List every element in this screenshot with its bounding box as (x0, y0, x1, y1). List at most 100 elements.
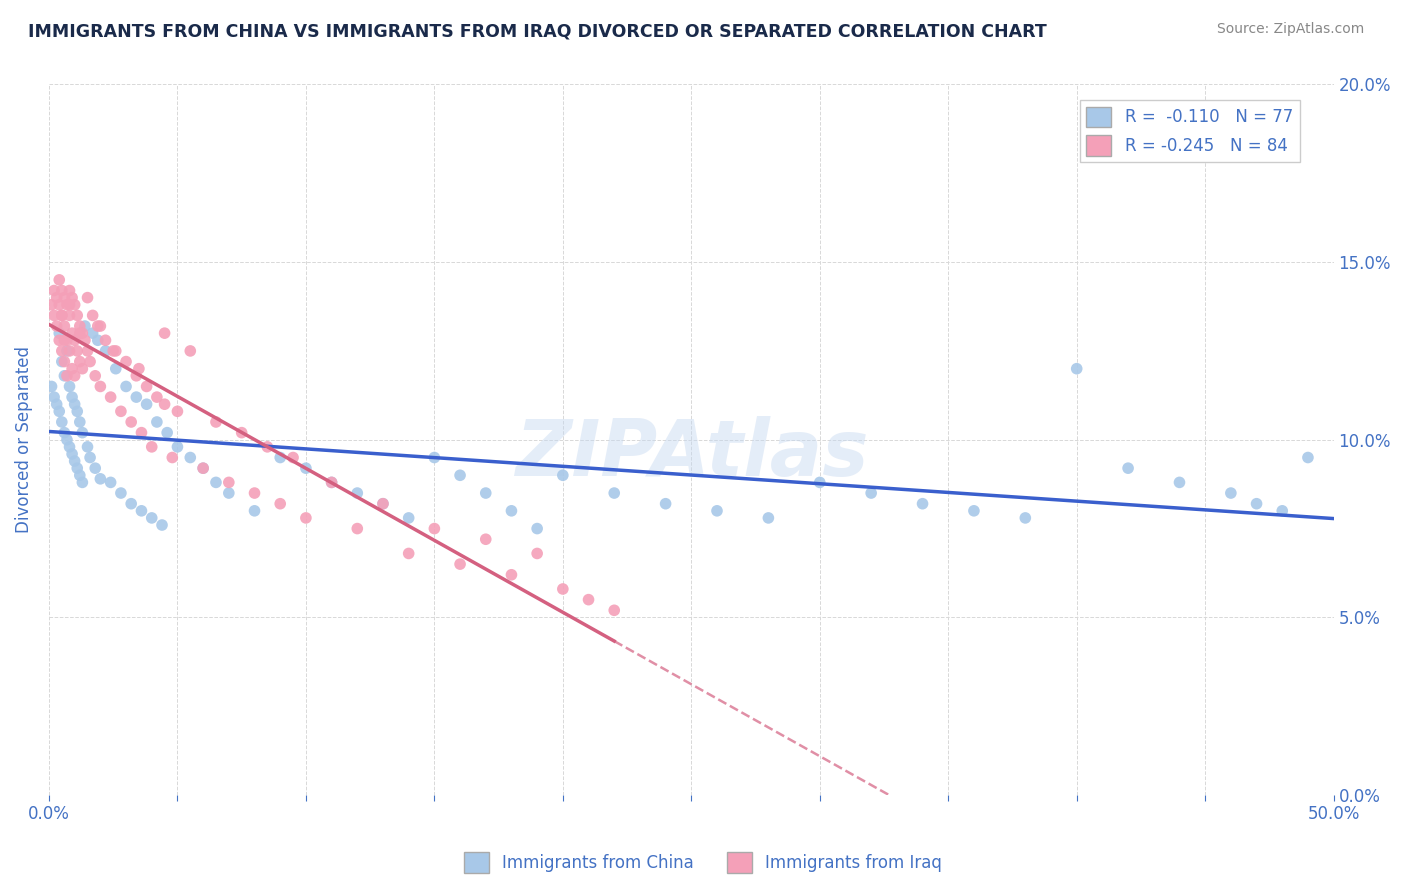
Point (243, 504, 266, 518)
Point (191, 461, 214, 475)
Point (63, 333, 86, 347)
Point (135, 397, 157, 411)
Point (45, 397, 67, 411)
Point (128, 361, 150, 376)
Point (269, 450, 291, 465)
Point (179, 450, 201, 465)
Point (156, 425, 179, 440)
Point (115, 354, 138, 368)
Point (146, 415, 169, 429)
Point (76, 291, 98, 305)
Point (706, 504, 728, 518)
Point (153, 326, 176, 340)
Point (603, 603, 626, 617)
Point (42, 390, 65, 404)
Point (72, 425, 94, 440)
Point (63, 397, 86, 411)
Point (125, 390, 148, 404)
Point (205, 415, 228, 429)
Point (371, 497, 394, 511)
Point (526, 546, 548, 560)
Point (48, 298, 70, 312)
Point (141, 440, 163, 454)
Point (53, 291, 76, 305)
Point (100, 390, 122, 404)
Point (398, 511, 420, 525)
Point (56, 368, 79, 383)
Point (42, 309, 65, 323)
Point (346, 522, 368, 536)
Point (45, 319, 67, 334)
Point (63, 368, 86, 383)
Point (911, 497, 934, 511)
Point (153, 397, 176, 411)
Point (146, 390, 169, 404)
Point (423, 450, 446, 465)
Point (346, 486, 368, 500)
Point (48, 326, 70, 340)
Point (1296, 450, 1319, 465)
Point (321, 475, 343, 490)
Legend: R =  -0.110   N = 77, R = -0.245   N = 84: R = -0.110 N = 77, R = -0.245 N = 84 (1080, 100, 1299, 162)
Point (1219, 486, 1241, 500)
Point (53, 368, 76, 383)
Point (42, 284, 65, 298)
Point (120, 415, 142, 429)
Point (135, 379, 157, 393)
Point (45, 291, 67, 305)
Point (41, 379, 63, 393)
Point (48, 333, 70, 347)
Point (76, 440, 98, 454)
Text: ZIPAtlas: ZIPAtlas (515, 416, 868, 492)
Point (131, 425, 153, 440)
Point (162, 450, 184, 465)
Point (131, 504, 153, 518)
Point (69, 326, 91, 340)
Point (69, 354, 91, 368)
Point (66, 343, 89, 358)
Point (53, 425, 76, 440)
Point (51, 415, 73, 429)
Point (89, 319, 111, 334)
Point (551, 582, 574, 596)
Point (69, 468, 91, 483)
Point (205, 475, 228, 490)
Point (449, 557, 471, 571)
Point (51, 284, 73, 298)
Point (41, 298, 63, 312)
Point (141, 511, 163, 525)
Point (66, 309, 89, 323)
Point (48, 273, 70, 287)
Point (423, 522, 446, 536)
Point (51, 309, 73, 323)
Point (60, 447, 83, 461)
Point (69, 415, 91, 429)
Point (82, 309, 104, 323)
Point (120, 497, 142, 511)
Point (110, 486, 132, 500)
Point (63, 298, 86, 312)
Point (243, 486, 266, 500)
Point (63, 454, 86, 468)
Y-axis label: Divorced or Separated: Divorced or Separated (15, 346, 32, 533)
Point (551, 468, 574, 483)
Point (100, 475, 122, 490)
Point (56, 433, 79, 447)
Point (501, 504, 523, 518)
Point (166, 404, 188, 418)
Point (449, 468, 471, 483)
Point (526, 522, 548, 536)
Point (256, 440, 278, 454)
Point (104, 361, 127, 376)
Point (474, 486, 496, 500)
Point (72, 361, 94, 376)
Point (79, 354, 101, 368)
Point (73, 333, 96, 347)
Point (1246, 497, 1268, 511)
Point (66, 461, 89, 475)
Point (398, 546, 420, 560)
Point (1014, 511, 1036, 525)
Point (60, 326, 83, 340)
Point (89, 379, 111, 393)
Text: IMMIGRANTS FROM CHINA VS IMMIGRANTS FROM IRAQ DIVORCED OR SEPARATED CORRELATION : IMMIGRANTS FROM CHINA VS IMMIGRANTS FROM… (28, 22, 1047, 40)
